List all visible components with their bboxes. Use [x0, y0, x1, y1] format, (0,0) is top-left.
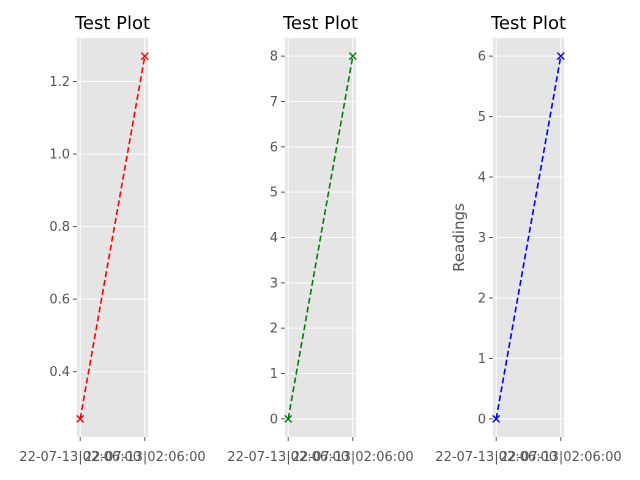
data-point-marker — [492, 414, 501, 423]
y-tick-label: 0.6 — [49, 293, 70, 308]
y-tick-label: 3 — [478, 231, 486, 246]
data-point-marker — [284, 414, 293, 423]
y-tick-label: 5 — [478, 110, 486, 125]
data-point-marker — [76, 414, 85, 423]
y-tick-label: 5 — [270, 186, 278, 201]
series-line — [79, 55, 146, 420]
y-tick-label: 4 — [478, 171, 486, 186]
x-tick-label: 22-07-13|02:06:00 — [435, 450, 557, 465]
data-point-marker — [140, 52, 149, 61]
y-tick-label: 1 — [270, 367, 278, 382]
y-tick-label: 6 — [270, 140, 278, 155]
y-tick-label: 0 — [270, 412, 278, 427]
y-tick-label: 1 — [478, 352, 486, 367]
y-tick-label: 3 — [270, 276, 278, 291]
y-tick-label: 8 — [270, 50, 278, 65]
y-tick-label: 1.2 — [49, 75, 70, 90]
series-line — [495, 55, 562, 420]
y-tick-label: 2 — [270, 322, 278, 337]
data-point-marker — [556, 52, 565, 61]
x-tick-label: 22-07-13|02:06:00 — [19, 450, 141, 465]
subplot-2: 0 1 2 3 4 5 6 7 8 22-07-13|02:06:0022-07-13|02:06… — [227, 13, 413, 465]
subplot-1: 0.4 0.6 0.8 1.0 1.2 22-07-13|02:06:0022-07-13… — [19, 13, 205, 465]
y-tick-label: 0.4 — [49, 365, 70, 380]
y-tick-label: 6 — [478, 50, 486, 65]
y-tick-label: 2 — [478, 291, 486, 306]
y-tick-label: 7 — [270, 95, 278, 110]
y-tick-label: 0.8 — [49, 220, 70, 235]
subplot-title: Test Plot — [490, 13, 566, 34]
subplot-title: Test Plot — [282, 13, 358, 34]
x-tick-label: 22-07-13|02:06:00 — [500, 450, 622, 465]
series-line — [287, 55, 354, 420]
subplot-title: Test Plot — [74, 13, 150, 34]
y-tick-label: 1.0 — [49, 148, 70, 163]
x-tick-label: 22-07-13|02:06:00 — [84, 450, 206, 465]
y-tick-label: 4 — [270, 231, 278, 246]
y-tick-label: 0 — [478, 412, 486, 427]
x-tick-label: 22-07-13|02:06:00 — [292, 450, 414, 465]
y-axis-label: Readings — [450, 203, 468, 272]
subplot-3: 0 1 2 3 4 5 6 22-07-13|02:06:0022-07-13|02:06:0… — [435, 13, 621, 465]
data-point-marker — [348, 52, 357, 61]
x-tick-label: 22-07-13|02:06:00 — [227, 450, 349, 465]
